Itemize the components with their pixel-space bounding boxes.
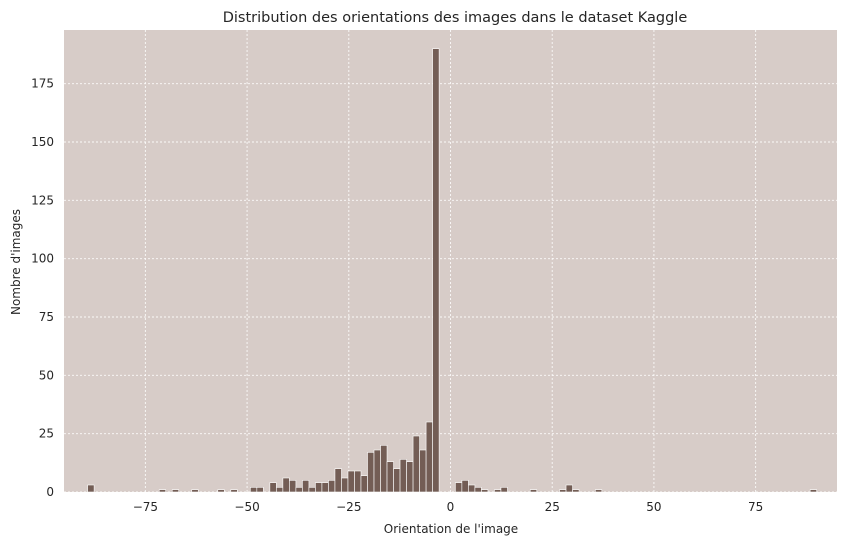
histogram-bar	[425, 421, 433, 493]
x-axis-ticks: −75 −50 −25 0 25 50 75	[133, 500, 764, 514]
histogram-bar	[328, 480, 336, 493]
histogram-bar	[341, 477, 349, 493]
y-tick-label: 125	[31, 193, 54, 207]
x-axis-label: Orientation de l'image	[384, 522, 518, 536]
x-tick-label: 25	[545, 500, 560, 514]
histogram-bar	[461, 480, 469, 493]
histogram-bar	[315, 482, 323, 493]
histogram-bar	[529, 489, 538, 493]
x-tick-label: 0	[447, 500, 455, 514]
histogram-bar	[500, 487, 508, 493]
y-tick-label: 150	[31, 135, 54, 149]
x-tick-label: −25	[336, 500, 361, 514]
bars	[87, 48, 817, 493]
x-tick-label: 75	[748, 500, 763, 514]
histogram-bar	[302, 480, 310, 493]
y-axis-ticks: 0 25 50 75 100 125 150 175	[31, 77, 54, 499]
histogram-bar	[230, 489, 238, 493]
histogram-bar	[217, 489, 225, 493]
histogram-bar	[399, 459, 407, 493]
histogram-bar	[334, 468, 342, 493]
histogram-bar	[191, 489, 199, 493]
histogram-bar	[572, 489, 580, 493]
y-tick-label: 175	[31, 77, 54, 91]
histogram-bar	[354, 470, 362, 493]
grid-lines	[64, 30, 837, 493]
y-tick-label: 75	[39, 310, 54, 324]
y-axis-label: Nombre d'images	[9, 209, 23, 315]
y-tick-label: 100	[31, 252, 54, 266]
histogram-bar	[494, 489, 502, 493]
x-tick-label: −50	[234, 500, 259, 514]
histogram-bar	[393, 468, 401, 493]
histogram-bar	[481, 489, 489, 493]
histogram-bar	[468, 484, 476, 493]
histogram-bar	[559, 489, 567, 493]
histogram-bar	[595, 489, 603, 493]
histogram-bar	[406, 461, 414, 493]
x-tick-label: −75	[133, 500, 158, 514]
histogram-bar	[432, 48, 440, 493]
histogram-bar	[412, 435, 420, 493]
histogram-bar	[809, 489, 817, 493]
histogram-bar	[367, 452, 375, 493]
histogram-bar	[321, 482, 329, 493]
y-tick-label: 0	[46, 485, 54, 499]
histogram-bar	[474, 487, 482, 493]
histogram-bar	[250, 487, 258, 493]
histogram-bar	[295, 487, 303, 493]
histogram-bar	[87, 484, 95, 493]
x-tick-label: 50	[646, 500, 661, 514]
histogram-bar	[256, 487, 264, 493]
histogram-bar	[171, 489, 180, 493]
histogram-bar	[565, 484, 573, 493]
histogram-bar	[269, 482, 277, 493]
histogram-bar	[347, 470, 355, 493]
histogram-bar	[386, 461, 394, 493]
histogram-bar	[282, 477, 290, 493]
histogram-bar	[289, 480, 297, 493]
histogram-bar	[373, 449, 381, 493]
histogram-bar	[276, 487, 284, 493]
histogram-bar	[455, 482, 463, 493]
chart-title: Distribution des orientations des images…	[223, 10, 688, 26]
histogram-bar	[158, 489, 167, 493]
histogram-bar	[308, 487, 316, 493]
y-tick-label: 50	[39, 368, 54, 382]
histogram-bar	[360, 475, 368, 493]
histogram-bar	[419, 449, 427, 493]
histogram-bar	[380, 445, 388, 493]
y-tick-label: 25	[39, 427, 54, 441]
